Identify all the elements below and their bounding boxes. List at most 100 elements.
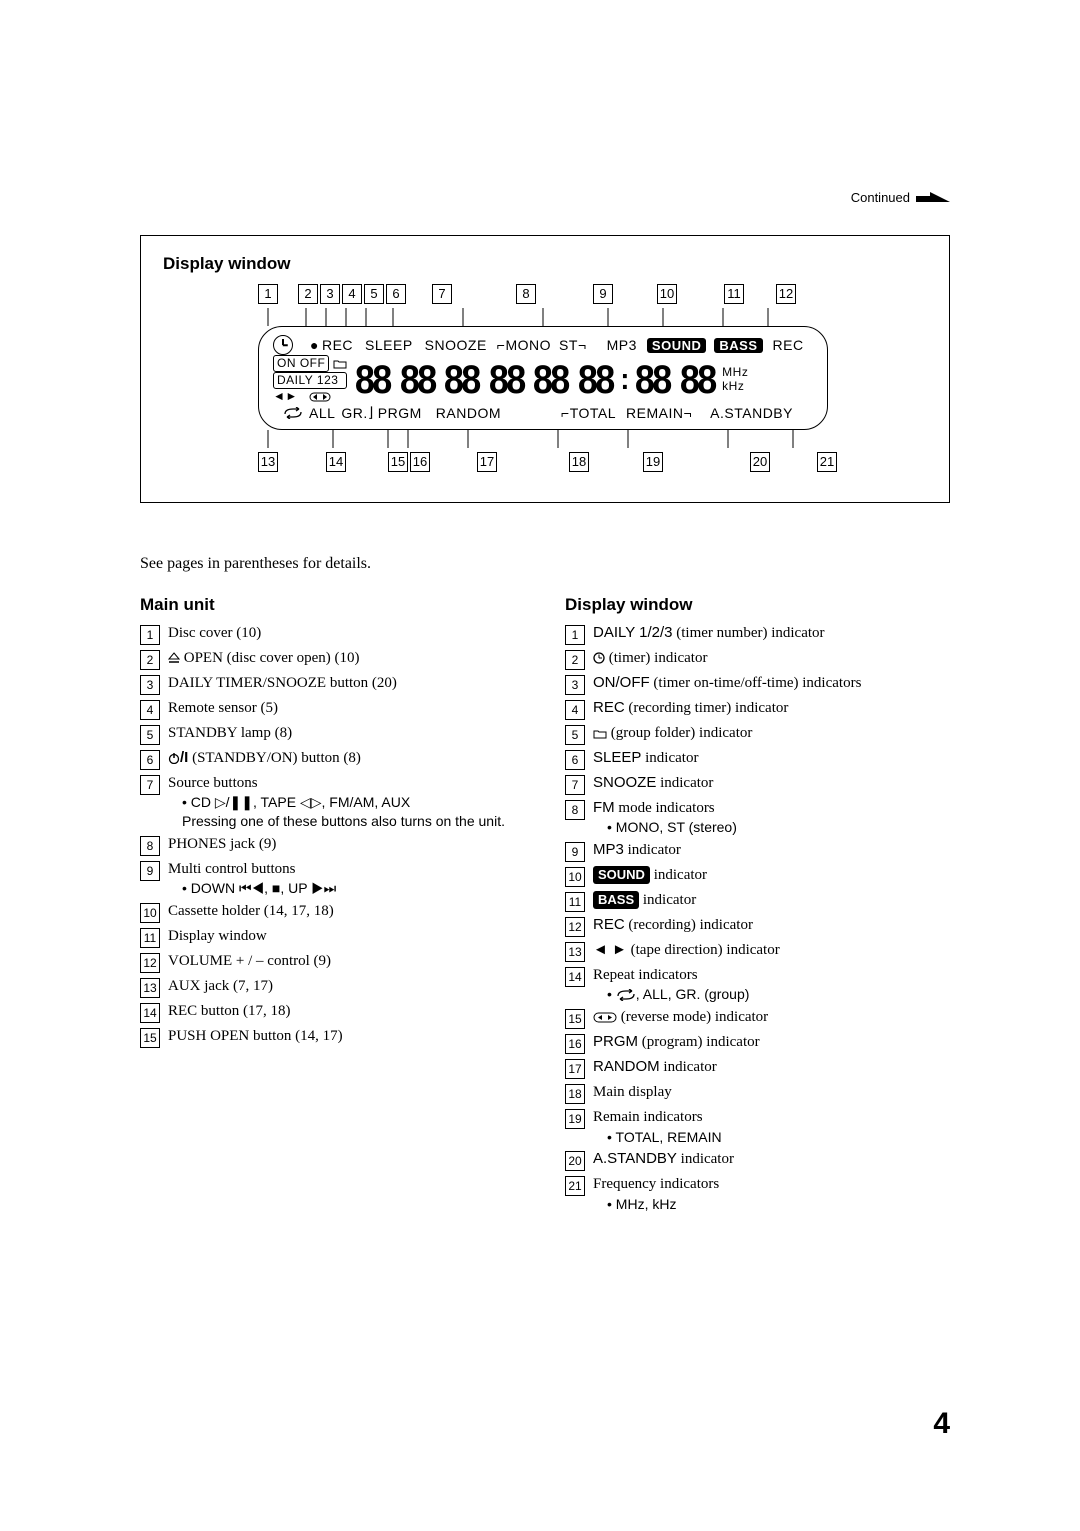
callout-3: 3 <box>320 284 340 304</box>
item-body: AUX jack (7, 17) <box>168 976 525 996</box>
item-number: 18 <box>565 1084 585 1104</box>
item-body: REC button (17, 18) <box>168 1001 525 1021</box>
item-number: 4 <box>140 700 160 720</box>
item-body: Display window <box>168 926 525 946</box>
callout-1: 1 <box>258 284 278 304</box>
list-item: 2 OPEN (disc cover open) (10) <box>140 648 525 670</box>
fm-bracket-left: ⌐ <box>497 337 506 353</box>
list-item: 7 SNOOZE indicator <box>565 773 950 795</box>
callout-9: 9 <box>593 284 613 304</box>
item-body: DAILY TIMER/SNOOZE button (20) <box>168 673 525 693</box>
item-number: 21 <box>565 1176 585 1196</box>
item-number: 12 <box>140 953 160 973</box>
khz-label: kHz <box>722 380 748 393</box>
item-number: 7 <box>140 775 160 795</box>
columns: Main unit 1 Disc cover (10) 2 OPEN (disc c… <box>140 595 950 1217</box>
item-body: (reverse mode) indicator <box>593 1007 950 1027</box>
remain-label: REMAIN <box>626 405 683 421</box>
intro-text: See pages in parentheses for details. <box>140 555 950 573</box>
callout-6: 6 <box>386 284 406 304</box>
item-number: 2 <box>565 650 585 670</box>
item-body: ◄ ► (tape direction) indicator <box>593 940 950 960</box>
left-heading: Main unit <box>140 595 525 615</box>
manual-page: Continued Display window 123456789101112 <box>0 0 1080 1531</box>
list-item: 2 (timer) indicator <box>565 648 950 670</box>
right-column: Display window 1DAILY 1/2/3 (timer numbe… <box>565 595 950 1217</box>
item-body: Disc cover (10) <box>168 623 525 643</box>
list-item: 3DAILY TIMER/SNOOZE button (20) <box>140 673 525 695</box>
list-item: 18 Main display <box>565 1082 950 1104</box>
lcd-top-row: ● REC SLEEP SNOOZE ⌐ MONO ST ¬ MP3 SOUND… <box>273 335 813 355</box>
list-item: 6/I (STANDBY/ON) button (8) <box>140 748 525 770</box>
list-item: 11 Display window <box>140 926 525 948</box>
item-body: PRGM (program) indicator <box>593 1032 950 1052</box>
item-number: 17 <box>565 1059 585 1079</box>
onoff-label: ON OFF <box>273 355 329 372</box>
callout-2: 2 <box>298 284 318 304</box>
prgm-label: PRGM <box>378 405 422 421</box>
list-item: 13◄ ► (tape direction) indicator <box>565 940 950 962</box>
item-number: 19 <box>565 1109 585 1129</box>
item-number: 6 <box>565 750 585 770</box>
item-number: 11 <box>140 928 160 948</box>
callout-19: 19 <box>643 452 663 472</box>
list-item: 14Repeat indicators• , ALL, GR. (group) <box>565 965 950 1004</box>
bottom-leader-lines <box>258 430 818 448</box>
rec-label: REC <box>322 337 353 353</box>
item-body: OPEN (disc cover open) (10) <box>168 648 525 668</box>
list-item: 14REC button (17, 18) <box>140 1001 525 1023</box>
list-item: 9MP3 indicator <box>565 840 950 862</box>
top-callout-row: 123456789101112 <box>258 284 927 304</box>
all-label: ALL <box>309 405 335 421</box>
list-item: 8PHONES jack (9) <box>140 834 525 856</box>
item-body: (timer) indicator <box>593 648 950 668</box>
item-body: Main display <box>593 1082 950 1102</box>
item-number: 5 <box>565 725 585 745</box>
list-item: 19Remain indicators• TOTAL, REMAIN <box>565 1107 950 1146</box>
item-number: 16 <box>565 1034 585 1054</box>
item-body: Source buttons• CD ▷/❚❚, TAPE ◁▷, FM/AM,… <box>168 773 525 831</box>
item-number: 1 <box>140 625 160 645</box>
fm-bracket-right: ¬ <box>578 337 587 353</box>
item-number: 13 <box>140 978 160 998</box>
item-body: SNOOZE indicator <box>593 773 950 793</box>
item-number: 2 <box>140 650 160 670</box>
list-item: 10SOUND indicator <box>565 865 950 887</box>
top-leader-lines <box>258 308 818 326</box>
item-number: 5 <box>140 725 160 745</box>
item-body: MP3 indicator <box>593 840 950 860</box>
list-item: 15PUSH OPEN button (14, 17) <box>140 1026 525 1048</box>
bass-badge: BASS <box>714 338 762 353</box>
repeat-icon <box>283 407 303 419</box>
item-number: 8 <box>565 800 585 820</box>
item-body: Multi control buttons• DOWN ⏮◀, ■, UP ▶⏭ <box>168 859 525 898</box>
reverse-mode-icon <box>309 392 331 402</box>
list-item: 4 REC (recording timer) indicator <box>565 698 950 720</box>
random-label: RANDOM <box>436 405 501 421</box>
list-item: 6 SLEEP indicator <box>565 748 950 770</box>
list-item: 12VOLUME + / – control (9) <box>140 951 525 973</box>
callout-18: 18 <box>569 452 589 472</box>
item-number: 4 <box>565 700 585 720</box>
bottom-callout-row: 131415161718192021 <box>258 452 927 472</box>
item-body: Cassette holder (14, 17, 18) <box>168 901 525 921</box>
item-body: REC (recording timer) indicator <box>593 698 950 718</box>
item-number: 11 <box>565 892 585 912</box>
item-number: 15 <box>140 1028 160 1048</box>
item-body: SLEEP indicator <box>593 748 950 768</box>
lcd-middle-row: ON OFF DAILY 123 ◄► 888888 888888 : 8888 <box>273 355 813 404</box>
item-number: 7 <box>565 775 585 795</box>
list-item: 8 FM mode indicators• MONO, ST (stereo) <box>565 798 950 837</box>
item-number: 6 <box>140 750 160 770</box>
rec-dot-icon: ● <box>310 337 319 353</box>
item-body: RANDOM indicator <box>593 1057 950 1077</box>
list-item: 15 (reverse mode) indicator <box>565 1007 950 1029</box>
item-body: (group folder) indicator <box>593 723 950 743</box>
item-number: 20 <box>565 1151 585 1171</box>
item-body: FM mode indicators• MONO, ST (stereo) <box>593 798 950 837</box>
callout-11: 11 <box>724 284 744 304</box>
rec2-label: REC <box>773 337 804 353</box>
item-number: 1 <box>565 625 585 645</box>
list-item: 21Frequency indicators• MHz, kHz <box>565 1174 950 1213</box>
item-number: 8 <box>140 836 160 856</box>
